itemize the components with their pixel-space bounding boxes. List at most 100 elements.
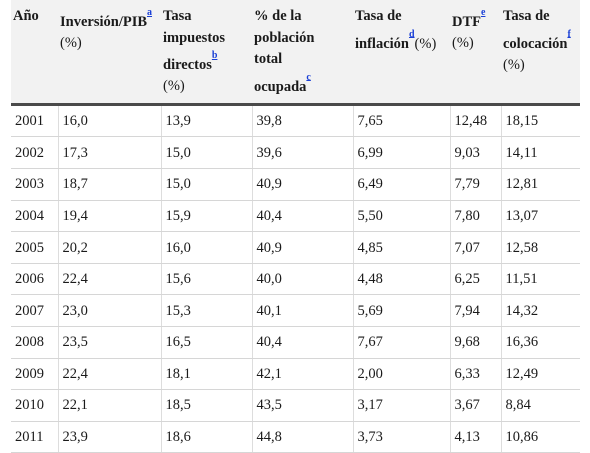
value-cell: 16,0	[57, 104, 161, 138]
value-cell: 3,73	[352, 421, 450, 453]
value-cell: 22,4	[57, 263, 161, 296]
value-cell: 23,5	[57, 326, 161, 359]
footnote-link[interactable]: e	[481, 6, 486, 18]
column-header-text: DTF	[452, 13, 481, 30]
table-row: 2010 22,1 18,5 43,5 3,17 3,67 8,84	[11, 389, 580, 422]
year-cell: 2007	[11, 294, 58, 327]
year-cell: 2004	[11, 200, 58, 233]
value-cell: 5,69	[352, 294, 450, 327]
footnote-link[interactable]: c	[306, 71, 311, 83]
value-cell: 16,36	[500, 326, 580, 359]
value-cell: 16,0	[160, 231, 252, 264]
column-header: Tasa de colocaciónf (%)	[501, 0, 580, 106]
value-cell: 7,94	[449, 294, 501, 327]
value-cell: 23,0	[57, 294, 161, 327]
value-cell: 12,49	[500, 358, 580, 391]
value-cell: 42,1	[251, 358, 353, 391]
value-cell: 3,17	[352, 389, 450, 422]
column-header-text: total	[254, 51, 283, 67]
value-cell: 40,4	[251, 200, 353, 233]
column-header-text: % de la	[254, 8, 302, 24]
value-cell: 4,48	[352, 263, 450, 296]
table-row: 2008 23,5 16,5 40,4 7,67 9,68 16,36	[11, 326, 580, 359]
column-unit: (%)	[503, 56, 525, 73]
value-cell: 23,9	[57, 421, 161, 453]
value-cell: 40,0	[251, 263, 353, 296]
value-cell: 16,5	[160, 326, 252, 359]
column-header: Tasa de inflaciónd(%)	[353, 0, 450, 106]
value-cell: 40,4	[251, 326, 353, 359]
year-cell: 2009	[11, 358, 58, 391]
column-header: Tasa impuestos directosb (%)	[161, 0, 252, 106]
footnote-link[interactable]: d	[408, 28, 415, 40]
year-cell: 2011	[11, 421, 58, 453]
value-cell: 2,00	[352, 358, 450, 391]
column-unit: (%)	[414, 35, 437, 52]
value-cell: 9,03	[449, 136, 501, 170]
value-cell: 12,81	[500, 168, 580, 201]
year-cell: 2006	[11, 263, 58, 296]
table-row: 2006 22,4 15,6 40,0 4,48 6,25 11,51	[11, 263, 580, 296]
footnote-link[interactable]: f	[567, 28, 571, 40]
value-cell: 15,0	[160, 136, 252, 170]
table-row: 2004 19,4 15,9 40,4 5,50 7,80 13,07	[11, 200, 580, 233]
value-cell: 39,6	[251, 136, 353, 170]
value-cell: 15,3	[160, 294, 252, 327]
year-cell: 2002	[11, 136, 58, 170]
column-header-text: Año	[13, 8, 39, 24]
column-header-text: Tasa	[163, 8, 192, 24]
value-cell: 22,1	[57, 389, 161, 422]
column-header-text: directos	[163, 56, 212, 73]
table-row: 2007 23,0 15,3 40,1 5,69 7,94 14,32	[11, 294, 580, 327]
data-table: Año Inversión/PIBa (%) Tasa impuestos directo…	[11, 0, 580, 453]
column-unit: (%)	[163, 78, 185, 95]
value-cell: 44,8	[251, 421, 353, 453]
footnote-link[interactable]: a	[147, 6, 153, 18]
value-cell: 3,67	[449, 389, 501, 422]
year-cell: 2008	[11, 326, 58, 359]
column-header-text: población	[254, 29, 315, 46]
value-cell: 22,4	[57, 358, 161, 391]
column-header: Inversión/PIBa (%)	[58, 0, 161, 106]
table-body: 2001 16,0 13,9 39,8 7,65 12,48 18,15 2002 17,3 15…	[11, 104, 580, 453]
column-unit: (%)	[60, 35, 82, 52]
footnote-link[interactable]: b	[211, 49, 218, 61]
value-cell: 18,6	[160, 421, 252, 453]
value-cell: 4,13	[449, 421, 501, 453]
value-cell: 8,84	[500, 389, 580, 422]
value-cell: 18,1	[160, 358, 252, 391]
value-cell: 15,6	[160, 263, 252, 296]
value-cell: 14,11	[500, 136, 580, 170]
table-header: Año Inversión/PIBa (%) Tasa impuestos directo…	[11, 0, 580, 106]
value-cell: 10,86	[500, 421, 580, 453]
value-cell: 13,07	[500, 200, 580, 233]
value-cell: 5,50	[352, 200, 450, 233]
value-cell: 40,1	[251, 294, 353, 327]
column-header-text: Inversión/PIB	[60, 13, 148, 30]
column-header-text: impuestos	[163, 29, 226, 46]
value-cell: 4,85	[352, 231, 450, 264]
column-header: Año	[11, 0, 58, 106]
year-cell: 2003	[11, 168, 58, 201]
value-cell: 6,33	[449, 358, 501, 391]
column-header-text: ocupada	[254, 78, 307, 95]
column-header-text: Tasa de	[503, 8, 550, 24]
header-row: Año Inversión/PIBa (%) Tasa impuestos directo…	[11, 0, 580, 106]
value-cell: 15,9	[160, 200, 252, 233]
value-cell: 6,25	[449, 263, 501, 296]
value-cell: 18,5	[160, 389, 252, 422]
value-cell: 6,99	[352, 136, 450, 170]
value-cell: 43,5	[251, 389, 353, 422]
table-row: 2011 23,9 18,6 44,8 3,73 4,13 10,86	[11, 421, 580, 453]
value-cell: 12,58	[500, 231, 580, 264]
value-cell: 13,9	[160, 104, 252, 138]
table-row: 2003 18,7 15,0 40,9 6,49 7,79 12,81	[11, 168, 580, 201]
table-row: 2001 16,0 13,9 39,8 7,65 12,48 18,15	[11, 104, 580, 138]
value-cell: 11,51	[500, 263, 580, 296]
value-cell: 17,3	[57, 136, 161, 170]
value-cell: 14,32	[500, 294, 580, 327]
column-header-text: inflación	[355, 35, 409, 52]
value-cell: 7,07	[449, 231, 501, 264]
value-cell: 7,80	[449, 200, 501, 233]
column-unit: (%)	[452, 35, 474, 52]
